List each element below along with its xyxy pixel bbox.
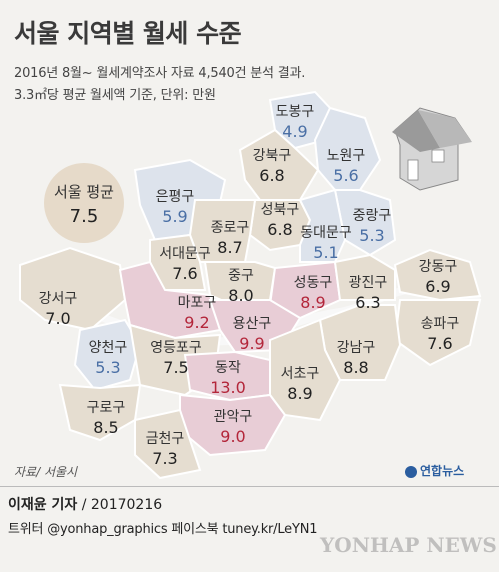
district-name-eunpyeong: 은평구: [156, 189, 195, 205]
reporter-name: 이재윤 기자: [8, 497, 78, 513]
district-value-guro: 8.5: [93, 418, 118, 437]
average-label: 서울 평균: [54, 183, 114, 201]
district-value-dobong: 4.9: [282, 122, 307, 141]
district-value-geumcheon: 7.3: [152, 449, 177, 468]
district-name-dongdaemun: 동대문구: [300, 225, 352, 241]
logo-text: 연합뉴스: [420, 464, 465, 478]
district-shape-gangdong[interactable]: [393, 248, 482, 302]
district-value-gangnam: 8.8: [343, 358, 368, 377]
district-name-gwanak: 관악구: [214, 409, 253, 425]
district-value-yeongdeungpo: 7.5: [163, 358, 188, 377]
house-icon: [392, 107, 472, 191]
district-shape-gangseo[interactable]: [19, 246, 127, 332]
district-name-songpa: 송파구: [421, 316, 460, 332]
district-value-jungnang: 5.3: [359, 226, 384, 245]
district-name-geumcheon: 금천구: [146, 431, 185, 447]
district-value-gangdong: 6.9: [425, 277, 450, 296]
district-name-jongno: 종로구: [211, 220, 250, 236]
source-note: 자료/ 서울시: [14, 465, 78, 479]
footer-divider: [0, 486, 499, 487]
credit-date: / 20170216: [77, 497, 163, 513]
district-name-nowon: 노원구: [327, 148, 366, 164]
district-value-eunpyeong: 5.9: [162, 207, 187, 226]
district-name-mapo: 마포구: [178, 295, 217, 311]
district-value-seongdong: 8.9: [300, 293, 325, 312]
district-name-jung: 중구: [228, 268, 254, 284]
district-name-gangbuk: 강북구: [253, 148, 292, 164]
district-name-dobong: 도봉구: [276, 104, 315, 120]
district-value-seodaemun: 7.6: [172, 264, 197, 283]
district-name-seongdong: 성동구: [294, 275, 333, 291]
district-shape-geumcheon[interactable]: [134, 408, 202, 480]
district-shape-dongdaemun[interactable]: [298, 188, 347, 263]
district-name-gangseo: 강서구: [39, 291, 78, 307]
district-value-seocho: 8.9: [287, 384, 312, 403]
district-value-yongsan: 9.9: [239, 334, 264, 353]
district-name-gwangjin: 광진구: [349, 275, 388, 291]
district-value-gangbuk: 6.8: [259, 166, 284, 185]
district-value-yangcheon: 5.3: [95, 358, 120, 377]
district-name-seongbuk: 성북구: [261, 202, 300, 218]
district-value-nowon: 5.6: [333, 166, 358, 185]
district-shape-yangcheon[interactable]: [73, 318, 142, 392]
district-name-gangdong: 강동구: [419, 259, 458, 275]
district-shape-nowon[interactable]: [313, 106, 382, 191]
social-links[interactable]: 트위터 @yonhap_graphics 페이스북 tuney.kr/LeYN1: [8, 522, 318, 537]
district-value-gwanak: 9.0: [220, 427, 245, 446]
district-value-songpa: 7.6: [427, 334, 452, 353]
yonhap-logo: 연합뉴스: [405, 462, 464, 479]
average-value: 7.5: [70, 206, 99, 227]
district-shape-gangbuk[interactable]: [238, 128, 320, 201]
district-name-dongjak: 동작: [215, 360, 241, 376]
district-name-gangnam: 강남구: [337, 340, 376, 356]
district-name-jungnang: 중랑구: [353, 208, 392, 224]
district-labels: 도봉구 4.9 노원구 5.6 강북구 6.8 은평구 5.9 성북구 6.8 …: [39, 104, 460, 468]
district-name-seodaemun: 서대문구: [159, 246, 211, 262]
district-shape-songpa[interactable]: [393, 299, 482, 367]
district-name-yeongdeungpo: 영등포구: [150, 340, 202, 356]
logo-mark-icon: [405, 465, 417, 478]
district-value-dongjak: 13.0: [210, 378, 246, 397]
district-name-yangcheon: 양천구: [89, 340, 128, 356]
subtitle-survey: 2016년 8월~ 월세계약조사 자료 4,540건 분석 결과.: [14, 66, 306, 81]
district-shape-gwangjin[interactable]: [333, 253, 396, 301]
district-shape-gwanak[interactable]: [179, 393, 287, 457]
district-value-jung: 8.0: [228, 286, 253, 305]
credit-line: 이재윤 기자 / 20170216: [8, 494, 162, 514]
district-value-dongdaemun: 5.1: [313, 243, 338, 262]
subtitle-unit: 3.3㎡당 평균 월세액 기준, 단위: 만원: [14, 88, 216, 103]
district-name-yongsan: 용산구: [233, 316, 272, 332]
district-value-gangseo: 7.0: [45, 309, 70, 328]
district-shape-seongdong[interactable]: [268, 260, 342, 320]
watermark: YONHAP NEWS: [320, 533, 497, 557]
district-value-gwangjin: 6.3: [355, 293, 380, 312]
district-name-guro: 구로구: [87, 400, 126, 416]
district-value-mapo: 9.2: [184, 313, 209, 332]
seoul-average-badge: 서울 평균 7.5: [44, 163, 124, 243]
district-name-seocho: 서초구: [281, 366, 320, 382]
district-value-jongno: 8.7: [217, 238, 242, 257]
district-value-seongbuk: 6.8: [267, 220, 292, 239]
seoul-district-map: 서울 평균 7.5 도봉구 4.9 노원구 5.6: [19, 90, 482, 480]
page-title: 서울 지역별 월세 수준: [14, 19, 242, 48]
